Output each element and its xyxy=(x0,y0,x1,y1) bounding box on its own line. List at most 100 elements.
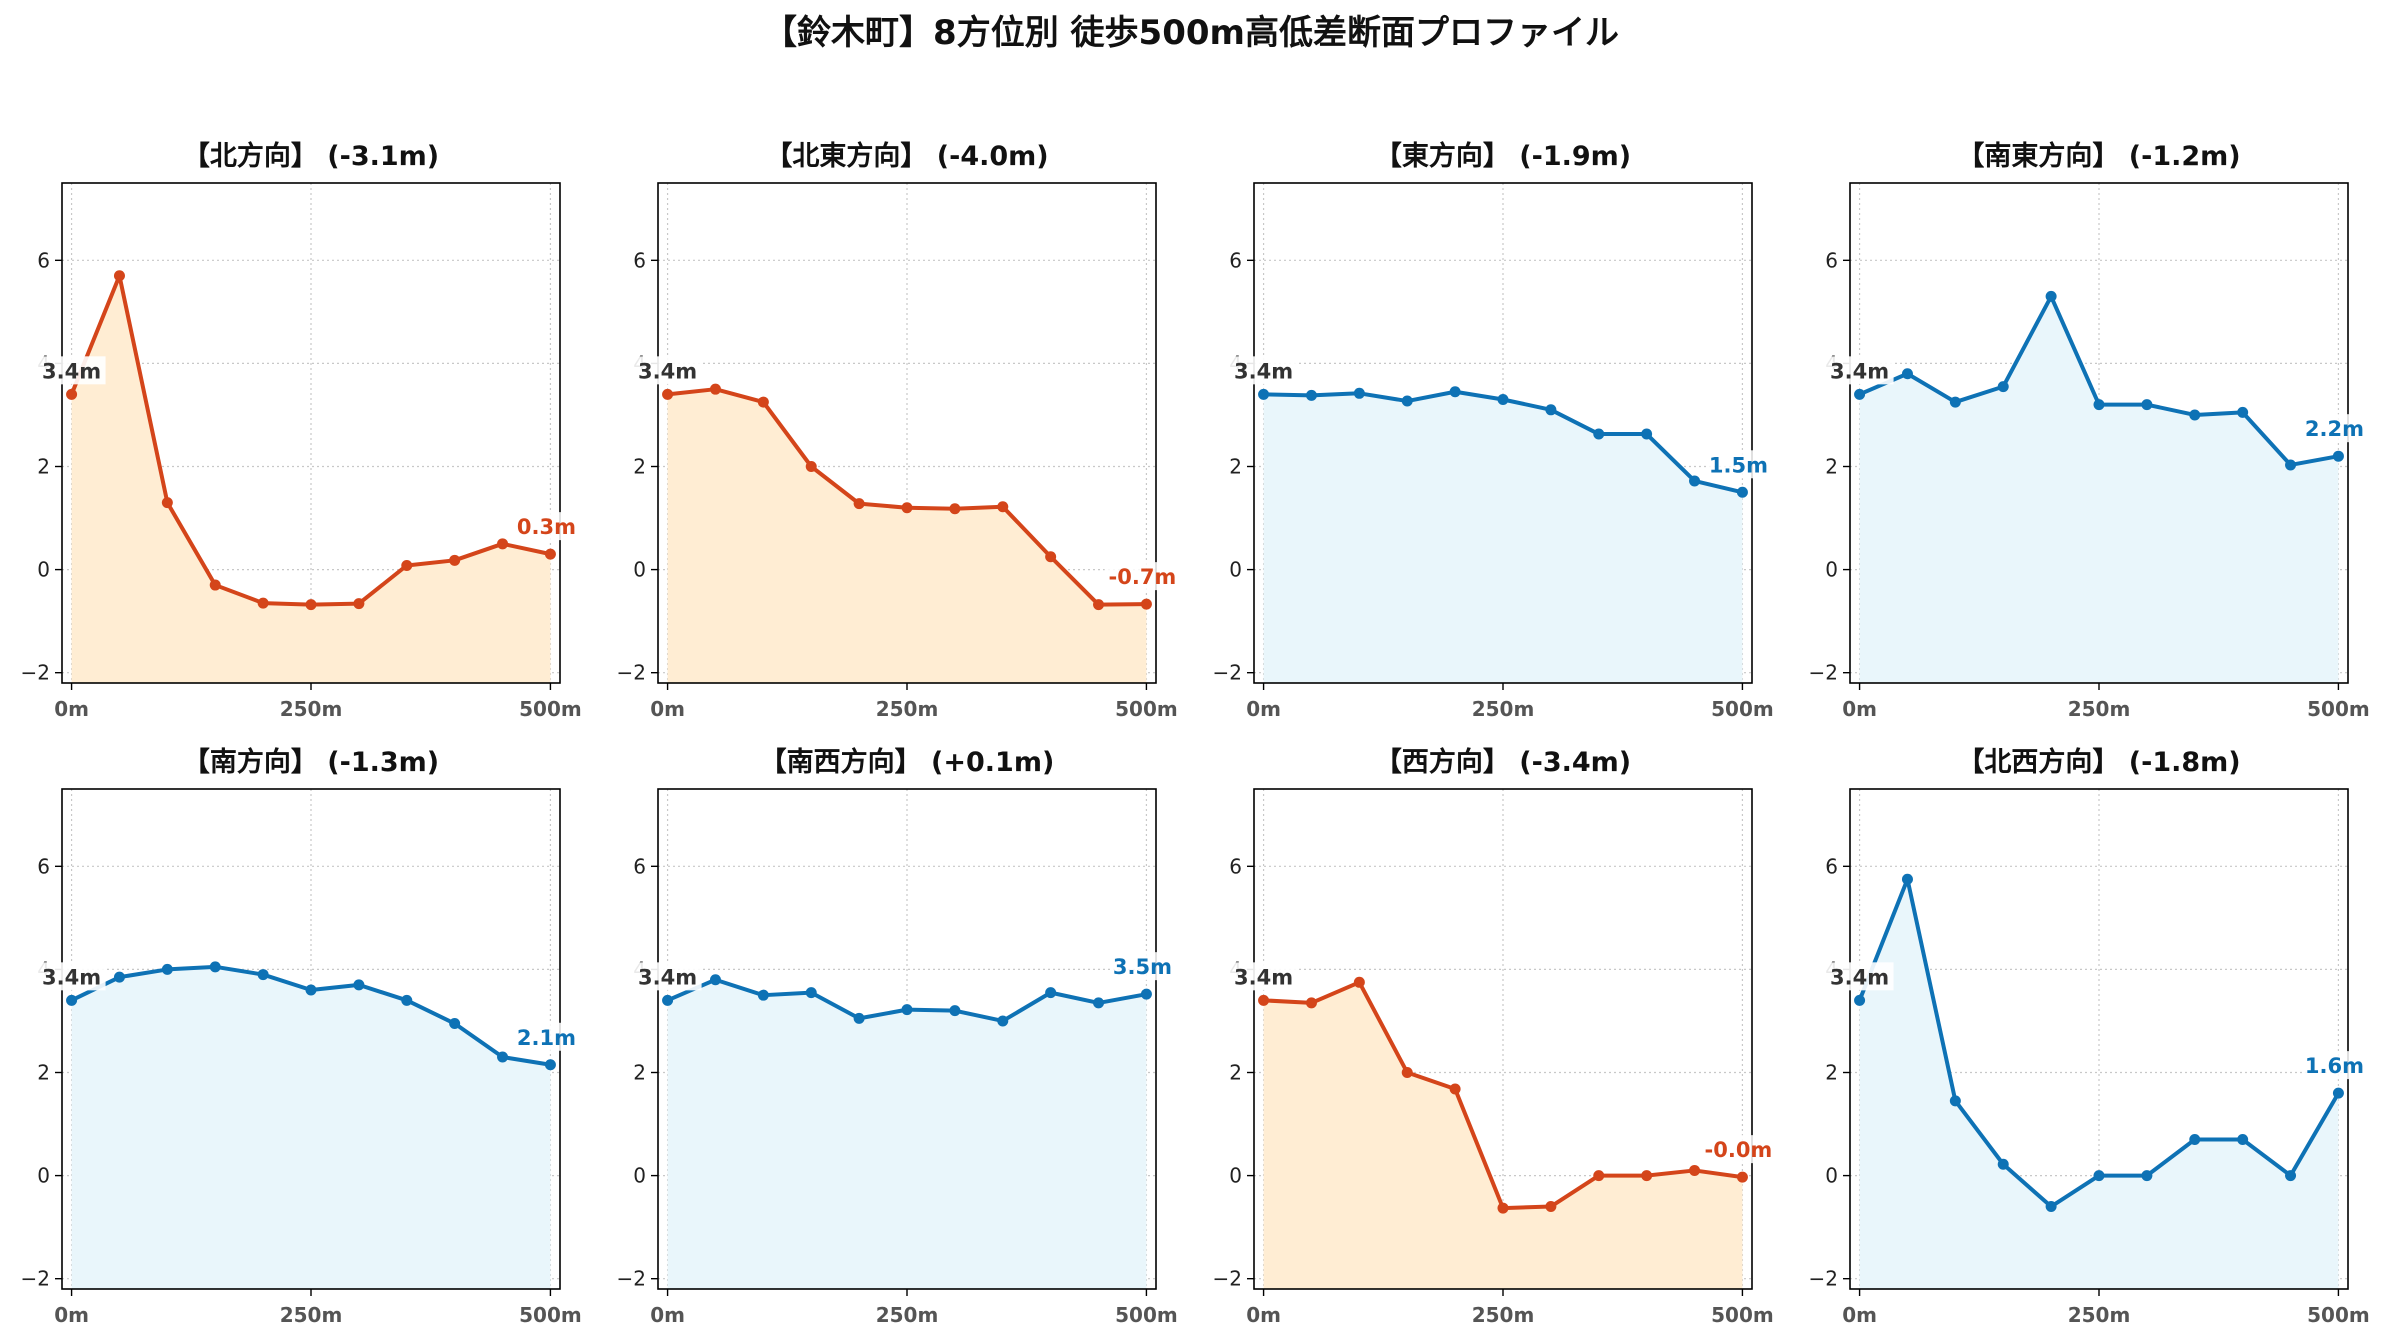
data-point xyxy=(1949,396,1961,408)
data-point xyxy=(2237,406,2249,418)
area-fill xyxy=(667,979,1147,1289)
data-point xyxy=(901,1004,913,1016)
data-point xyxy=(497,538,509,550)
area-fill xyxy=(1859,879,2339,1289)
y-tick-label: 0 xyxy=(1825,1164,1838,1188)
data-point xyxy=(853,1012,865,1024)
data-point xyxy=(662,994,674,1006)
panel-6: 【南西方向】 (+0.1m)−202460m250m500m3.4m3.5m xyxy=(617,746,1178,1327)
data-point xyxy=(401,994,413,1006)
data-point xyxy=(1641,428,1653,440)
data-point xyxy=(1593,428,1605,440)
x-tick-label: 250m xyxy=(1472,1303,1535,1327)
y-tick-label: 0 xyxy=(1825,558,1838,582)
data-point xyxy=(1401,395,1413,407)
data-point xyxy=(1736,1171,1748,1183)
data-point xyxy=(113,971,125,983)
end-label-box xyxy=(2303,1051,2366,1080)
data-point xyxy=(805,987,817,999)
panel-2: 【北東方向】 (-4.0m)−202460m250m500m3.4m-0.7m xyxy=(617,140,1181,721)
start-label-box xyxy=(633,356,702,385)
data-point xyxy=(1736,486,1748,498)
x-tick-label: 250m xyxy=(1472,697,1535,721)
start-label-box xyxy=(37,962,106,991)
data-point xyxy=(544,1059,556,1071)
panel-title: 【東方向】 (-1.9m) xyxy=(1375,140,1631,172)
y-tick-label: 6 xyxy=(1229,854,1242,878)
start-label-box xyxy=(1229,962,1298,991)
panel-1: 【北方向】 (-3.1m)−202460m250m500m3.4m0.3m xyxy=(21,140,582,721)
end-label: 1.6m xyxy=(2305,1054,2364,1078)
data-point xyxy=(1258,994,1270,1006)
x-tick-label: 0m xyxy=(1842,1303,1877,1327)
data-point xyxy=(1997,1158,2009,1170)
data-point xyxy=(949,503,961,515)
area-fill xyxy=(71,275,551,683)
start-label: 3.4m xyxy=(638,359,697,383)
x-tick-label: 250m xyxy=(876,697,939,721)
end-label-box xyxy=(1104,562,1181,591)
y-tick-label: −2 xyxy=(1809,661,1838,685)
start-label: 3.4m xyxy=(1234,965,1293,989)
panel-7: 【西方向】 (-3.4m)−202460m250m500m3.4m-0.0m xyxy=(1213,746,1777,1327)
data-point xyxy=(1045,551,1057,563)
data-point xyxy=(1545,1201,1557,1213)
data-point xyxy=(66,994,78,1006)
data-point xyxy=(449,1018,461,1030)
data-point xyxy=(2285,1170,2297,1182)
data-point xyxy=(2332,1087,2344,1099)
end-label: -0.7m xyxy=(1109,565,1177,589)
start-label-box xyxy=(633,962,702,991)
x-tick-label: 0m xyxy=(54,697,89,721)
data-point xyxy=(1140,598,1152,610)
data-point xyxy=(1093,599,1105,611)
data-point xyxy=(1689,475,1701,487)
start-label: 3.4m xyxy=(1234,359,1293,383)
data-point xyxy=(1949,1095,1961,1107)
end-label-box xyxy=(515,512,578,541)
y-tick-label: 0 xyxy=(37,558,50,582)
y-tick-label: 2 xyxy=(633,1061,646,1085)
data-point xyxy=(257,969,269,981)
data-point xyxy=(949,1005,961,1017)
x-tick-label: 500m xyxy=(519,697,582,721)
start-label: 3.4m xyxy=(638,965,697,989)
figure-title: 【鈴木町】8方位別 徒歩500m高低差断面プロファイル xyxy=(763,13,1619,53)
x-tick-label: 0m xyxy=(650,1303,685,1327)
y-tick-label: 2 xyxy=(1229,1061,1242,1085)
y-tick-label: 6 xyxy=(633,248,646,272)
y-tick-label: 6 xyxy=(1825,854,1838,878)
data-point xyxy=(997,1015,1009,1027)
end-label-box xyxy=(1700,1135,1777,1164)
data-point xyxy=(805,461,817,473)
data-point xyxy=(2285,459,2297,471)
panel-title: 【南西方向】 (+0.1m) xyxy=(760,746,1055,778)
data-point xyxy=(1545,404,1557,416)
data-point xyxy=(401,559,413,571)
end-label: 1.5m xyxy=(1709,453,1768,477)
data-point xyxy=(305,599,317,611)
x-tick-label: 500m xyxy=(1711,1303,1774,1327)
x-tick-label: 250m xyxy=(2068,1303,2131,1327)
y-tick-label: 6 xyxy=(1825,248,1838,272)
data-point xyxy=(1641,1170,1653,1182)
panel-title: 【北東方向】 (-4.0m) xyxy=(765,140,1048,172)
area-fill xyxy=(1263,982,1743,1289)
y-tick-label: 0 xyxy=(1229,1164,1242,1188)
end-label-box xyxy=(2303,414,2366,443)
data-point xyxy=(1449,386,1461,398)
data-point xyxy=(544,548,556,560)
data-point xyxy=(2237,1134,2249,1146)
panel-title: 【北方向】 (-3.1m) xyxy=(183,140,439,172)
end-label: 2.1m xyxy=(517,1026,576,1050)
x-tick-label: 250m xyxy=(280,1303,343,1327)
data-point xyxy=(1258,388,1270,400)
y-tick-label: 6 xyxy=(37,248,50,272)
start-label-box xyxy=(1825,962,1894,991)
y-tick-label: 2 xyxy=(37,1061,50,1085)
data-point xyxy=(1689,1164,1701,1176)
y-tick-label: 6 xyxy=(633,854,646,878)
y-tick-label: 2 xyxy=(37,455,50,479)
x-tick-label: 250m xyxy=(280,697,343,721)
end-label: -0.0m xyxy=(1705,1138,1773,1162)
